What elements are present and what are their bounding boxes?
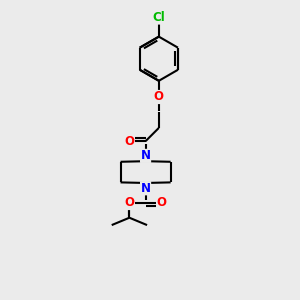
Text: Cl: Cl (152, 11, 165, 24)
Text: O: O (124, 135, 134, 148)
Text: O: O (157, 196, 167, 209)
Text: N: N (141, 182, 151, 195)
Text: O: O (154, 91, 164, 103)
Text: O: O (124, 196, 134, 209)
Text: N: N (141, 149, 151, 162)
